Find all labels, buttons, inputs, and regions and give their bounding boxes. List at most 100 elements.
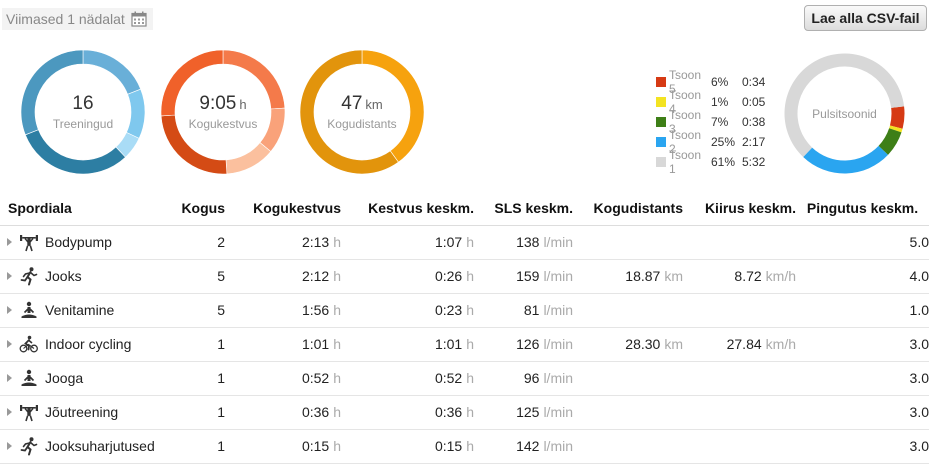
zone-swatch <box>656 117 666 127</box>
unit-label: h <box>333 302 341 318</box>
col-count[interactable]: Kogus <box>168 192 225 226</box>
avg-hr-value: 138 <box>516 234 540 250</box>
workouts-label: Treeningud <box>52 117 114 131</box>
col-sport[interactable]: Spordiala <box>0 192 168 226</box>
table-row[interactable]: Venitamine 5 1:56 h 0:23 h 81 l/min 1.0 <box>0 293 929 328</box>
weightlifting-icon <box>19 232 39 252</box>
avg-duration-value: 0:36 <box>434 404 463 420</box>
total-duration-value: 0:52 <box>301 370 330 386</box>
total-duration-unit: h <box>239 97 247 112</box>
table-row[interactable]: Jõutreening 1 0:36 h 0:36 h 125 l/min 3.0 <box>0 395 929 430</box>
calendar-icon[interactable] <box>131 11 147 27</box>
total-distance-value: 18.87 <box>625 268 661 284</box>
table-row[interactable]: Jooksuharjutused 1 0:15 h 0:15 h 142 l/min 3.0 <box>0 429 929 464</box>
col-avg-effort[interactable]: Pingutus keskm. <box>796 192 929 226</box>
sport-name: Venitamine <box>45 302 115 318</box>
expand-arrow-icon[interactable] <box>7 340 12 348</box>
avg-effort-value: 3.0 <box>909 438 929 454</box>
avg-hr-value: 125 <box>516 404 540 420</box>
sports-table: Spordiala Kogus Kogukestvus Kestvus kesk… <box>0 192 929 464</box>
expand-arrow-icon[interactable] <box>7 442 12 450</box>
unit-label: h <box>333 234 341 250</box>
col-avg-speed[interactable]: Kiirus keskm. <box>683 192 796 226</box>
unit-label: h <box>466 302 474 318</box>
donut-ring <box>300 50 424 174</box>
unit-label: l/min <box>543 404 573 420</box>
sport-name: Bodypump <box>45 234 112 250</box>
sport-name: Jooks <box>45 268 82 284</box>
avg-duration-value: 0:23 <box>434 302 463 318</box>
avg-hr-value: 126 <box>516 336 540 352</box>
zone-percent: 6% <box>711 75 729 89</box>
unit-label: km <box>664 336 683 352</box>
zone-time: 0:05 <box>742 95 766 109</box>
download-csv-button[interactable]: Lae alla CSV-fail <box>804 5 927 31</box>
avg-hr-value: 81 <box>523 302 540 318</box>
col-avg-duration[interactable]: Kestvus keskm. <box>341 192 474 226</box>
hr-zones-donut <box>784 53 905 174</box>
donut-segment-4 <box>161 50 224 117</box>
total-distance-unit: km <box>365 97 383 112</box>
weightlifting-icon <box>19 402 39 422</box>
unit-label: h <box>333 438 341 454</box>
zone-swatch <box>656 77 666 87</box>
col-total-duration[interactable]: Kogukestvus <box>225 192 341 226</box>
avg-duration-value: 0:52 <box>434 370 463 386</box>
count-value: 1 <box>217 336 225 352</box>
donut-ring <box>21 50 145 174</box>
zone-swatch <box>656 157 666 167</box>
avg-duration-value: 0:26 <box>434 268 463 284</box>
cycling-icon <box>19 334 39 354</box>
count-value: 5 <box>217 302 225 318</box>
expand-arrow-icon[interactable] <box>7 238 12 246</box>
unit-label: h <box>466 404 474 420</box>
running-icon <box>19 266 39 286</box>
unit-label: km/h <box>765 336 796 352</box>
table-row[interactable]: Bodypump 2 2:13 h 1:07 h 138 l/min 5.0 <box>0 225 929 260</box>
total-duration-value: 0:15 <box>301 438 330 454</box>
zone-legend-row: Tsoon 2 25% 2:17 <box>656 128 765 156</box>
count-value: 5 <box>217 268 225 284</box>
zone-segment-2 <box>803 145 888 174</box>
zone-segment-1 <box>784 53 905 157</box>
sport-name: Indoor cycling <box>45 336 132 352</box>
zone-legend-row: Tsoon 1 61% 5:32 <box>656 148 766 176</box>
unit-label: l/min <box>543 438 573 454</box>
zone-segment-4 <box>889 125 903 133</box>
donut-segment-1 <box>300 50 399 174</box>
zone-legend-row: Tsoon 3 7% 0:38 <box>656 108 765 136</box>
zone-legend-row: Tsoon 5 6% 0:34 <box>656 68 766 96</box>
zones-ring <box>784 53 905 174</box>
zone-name: Tsoon 3 <box>669 108 702 136</box>
table-row[interactable]: Jooks 5 2:12 h 0:26 h 159 l/min 18.87 km 8.72 km/h 4… <box>0 259 929 294</box>
col-avg-hr[interactable]: SLS keskm. <box>474 192 573 226</box>
zone-percent: 25% <box>711 135 736 149</box>
zone-time: 5:32 <box>742 155 766 169</box>
avg-effort-value: 3.0 <box>909 370 929 386</box>
table-row[interactable]: Indoor cycling 1 1:01 h 1:01 h 126 l/min 28.30 km… <box>0 327 929 362</box>
zone-percent: 7% <box>711 115 729 129</box>
period-selector[interactable]: Viimased 1 nädalat <box>2 8 153 30</box>
hr-zones-label: Pulsitsoonid <box>812 106 877 121</box>
expand-arrow-icon[interactable] <box>7 408 12 416</box>
total-distance-donut: 47 km Kogudistants <box>300 50 424 174</box>
avg-hr-value: 142 <box>516 438 540 454</box>
table-header-row: Spordiala Kogus Kogukestvus Kestvus kesk… <box>0 192 929 226</box>
unit-label: l/min <box>543 268 573 284</box>
sport-name: Jooga <box>45 370 84 386</box>
avg-effort-value: 1.0 <box>909 302 929 318</box>
zone-time: 0:34 <box>742 75 766 89</box>
table-row[interactable]: Jooga 1 0:52 h 0:52 h 96 l/min 3.0 <box>0 361 929 396</box>
hr-zone-legend: Tsoon 5 6% 0:34 Tsoon 4 1% 0:05 Tsoon 3 7% 0:38 T… <box>656 68 766 176</box>
expand-arrow-icon[interactable] <box>7 374 12 382</box>
expand-arrow-icon[interactable] <box>7 306 12 314</box>
expand-arrow-icon[interactable] <box>7 272 12 280</box>
avg-duration-value: 1:07 <box>434 234 463 250</box>
unit-label: h <box>466 370 474 386</box>
total-distance-label: Kogudistants <box>327 117 397 131</box>
running-icon <box>19 436 39 456</box>
col-total-distance[interactable]: Kogudistants <box>573 192 683 226</box>
unit-label: km/h <box>765 268 796 284</box>
avg-hr-value: 159 <box>516 268 540 284</box>
avg-speed-value: 8.72 <box>734 268 762 284</box>
